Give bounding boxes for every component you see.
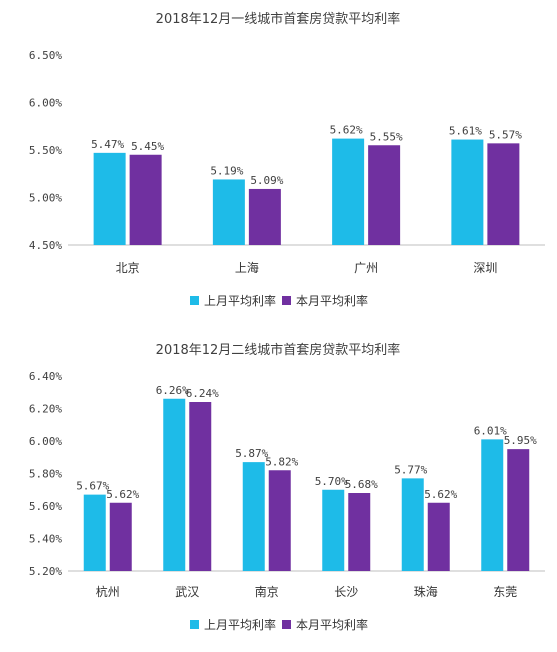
legend-swatch: [190, 296, 199, 305]
data-label: 6.01%: [474, 424, 507, 437]
data-label: 5.45%: [131, 140, 164, 153]
data-label: 5.77%: [394, 463, 427, 476]
chart-second-tier: 2018年12月二线城市首套房贷款平均利率 5.20% 5.40% 5.60% 5.8…: [29, 342, 545, 632]
x-tick-label: 上海: [235, 260, 259, 275]
legend-label: 本月平均利率: [296, 617, 368, 632]
bar: [109, 502, 132, 571]
y-tick-label: 4.50%: [29, 239, 62, 252]
legend-swatch: [190, 620, 199, 629]
data-label: 5.68%: [345, 478, 378, 491]
chart-first-tier: 2018年12月一线城市首套房贷款平均利率 4.50% 5.00% 5.50% 6.0…: [29, 11, 545, 308]
bar: [268, 470, 291, 571]
bar: [163, 398, 186, 571]
bar: [332, 138, 365, 245]
data-label: 5.62%: [330, 124, 363, 137]
bar: [427, 502, 450, 571]
data-label: 5.87%: [235, 447, 268, 460]
x-tick-label: 武汉: [175, 585, 199, 599]
legend-label: 本月平均利率: [296, 293, 368, 308]
y-tick-label: 6.00%: [29, 97, 62, 110]
data-label: 5.55%: [370, 130, 403, 143]
bar: [401, 478, 424, 571]
data-label: 5.67%: [76, 480, 109, 493]
chart-title: 2018年12月一线城市首套房贷款平均利率: [156, 11, 401, 27]
legend-label: 上月平均利率: [204, 293, 276, 308]
bar: [83, 494, 106, 571]
x-tick-label: 北京: [116, 261, 140, 275]
y-tick-label: 5.80%: [29, 468, 62, 481]
y-tick-label: 5.20%: [29, 565, 62, 578]
y-tick-label: 6.50%: [29, 49, 62, 62]
data-label: 5.62%: [424, 488, 457, 501]
bar: [348, 493, 371, 571]
bar: [507, 449, 530, 571]
bar: [212, 179, 245, 245]
data-label: 5.57%: [489, 128, 522, 141]
data-label: 5.70%: [315, 475, 348, 488]
bar: [189, 402, 212, 571]
data-label: 5.47%: [91, 138, 124, 151]
y-tick-label: 5.40%: [29, 533, 62, 546]
data-label: 5.61%: [449, 125, 482, 138]
y-tick-label: 6.20%: [29, 403, 62, 416]
bar: [129, 154, 162, 245]
data-label: 5.19%: [210, 164, 243, 177]
x-tick-label: 深圳: [473, 261, 497, 275]
data-label: 5.82%: [265, 455, 298, 468]
data-label: 5.95%: [504, 434, 537, 447]
data-label: 5.09%: [250, 174, 283, 187]
y-tick-label: 5.00%: [29, 192, 62, 205]
x-tick-label: 广州: [354, 261, 378, 275]
y-tick-label: 6.40%: [29, 370, 62, 383]
data-label: 5.62%: [106, 488, 139, 501]
x-tick-label: 珠海: [414, 584, 438, 599]
y-tick-label: 5.50%: [29, 144, 62, 157]
data-label: 6.26%: [156, 384, 189, 397]
bar: [322, 489, 345, 571]
bar: [481, 439, 504, 571]
bar: [451, 139, 484, 245]
y-tick-label: 5.60%: [29, 500, 62, 513]
bar: [487, 143, 520, 245]
bar: [242, 462, 265, 571]
bar: [368, 145, 401, 245]
x-tick-label: 东莞: [493, 585, 517, 599]
bar: [93, 152, 126, 245]
chart-title: 2018年12月二线城市首套房贷款平均利率: [156, 342, 401, 358]
bar: [248, 188, 281, 245]
data-label: 6.24%: [186, 387, 219, 400]
x-tick-label: 长沙: [334, 585, 358, 599]
legend-swatch: [282, 620, 291, 629]
legend-swatch: [282, 296, 291, 305]
x-tick-label: 杭州: [96, 584, 120, 599]
legend-label: 上月平均利率: [204, 617, 276, 632]
x-tick-label: 南京: [255, 584, 279, 599]
y-tick-label: 6.00%: [29, 435, 62, 448]
